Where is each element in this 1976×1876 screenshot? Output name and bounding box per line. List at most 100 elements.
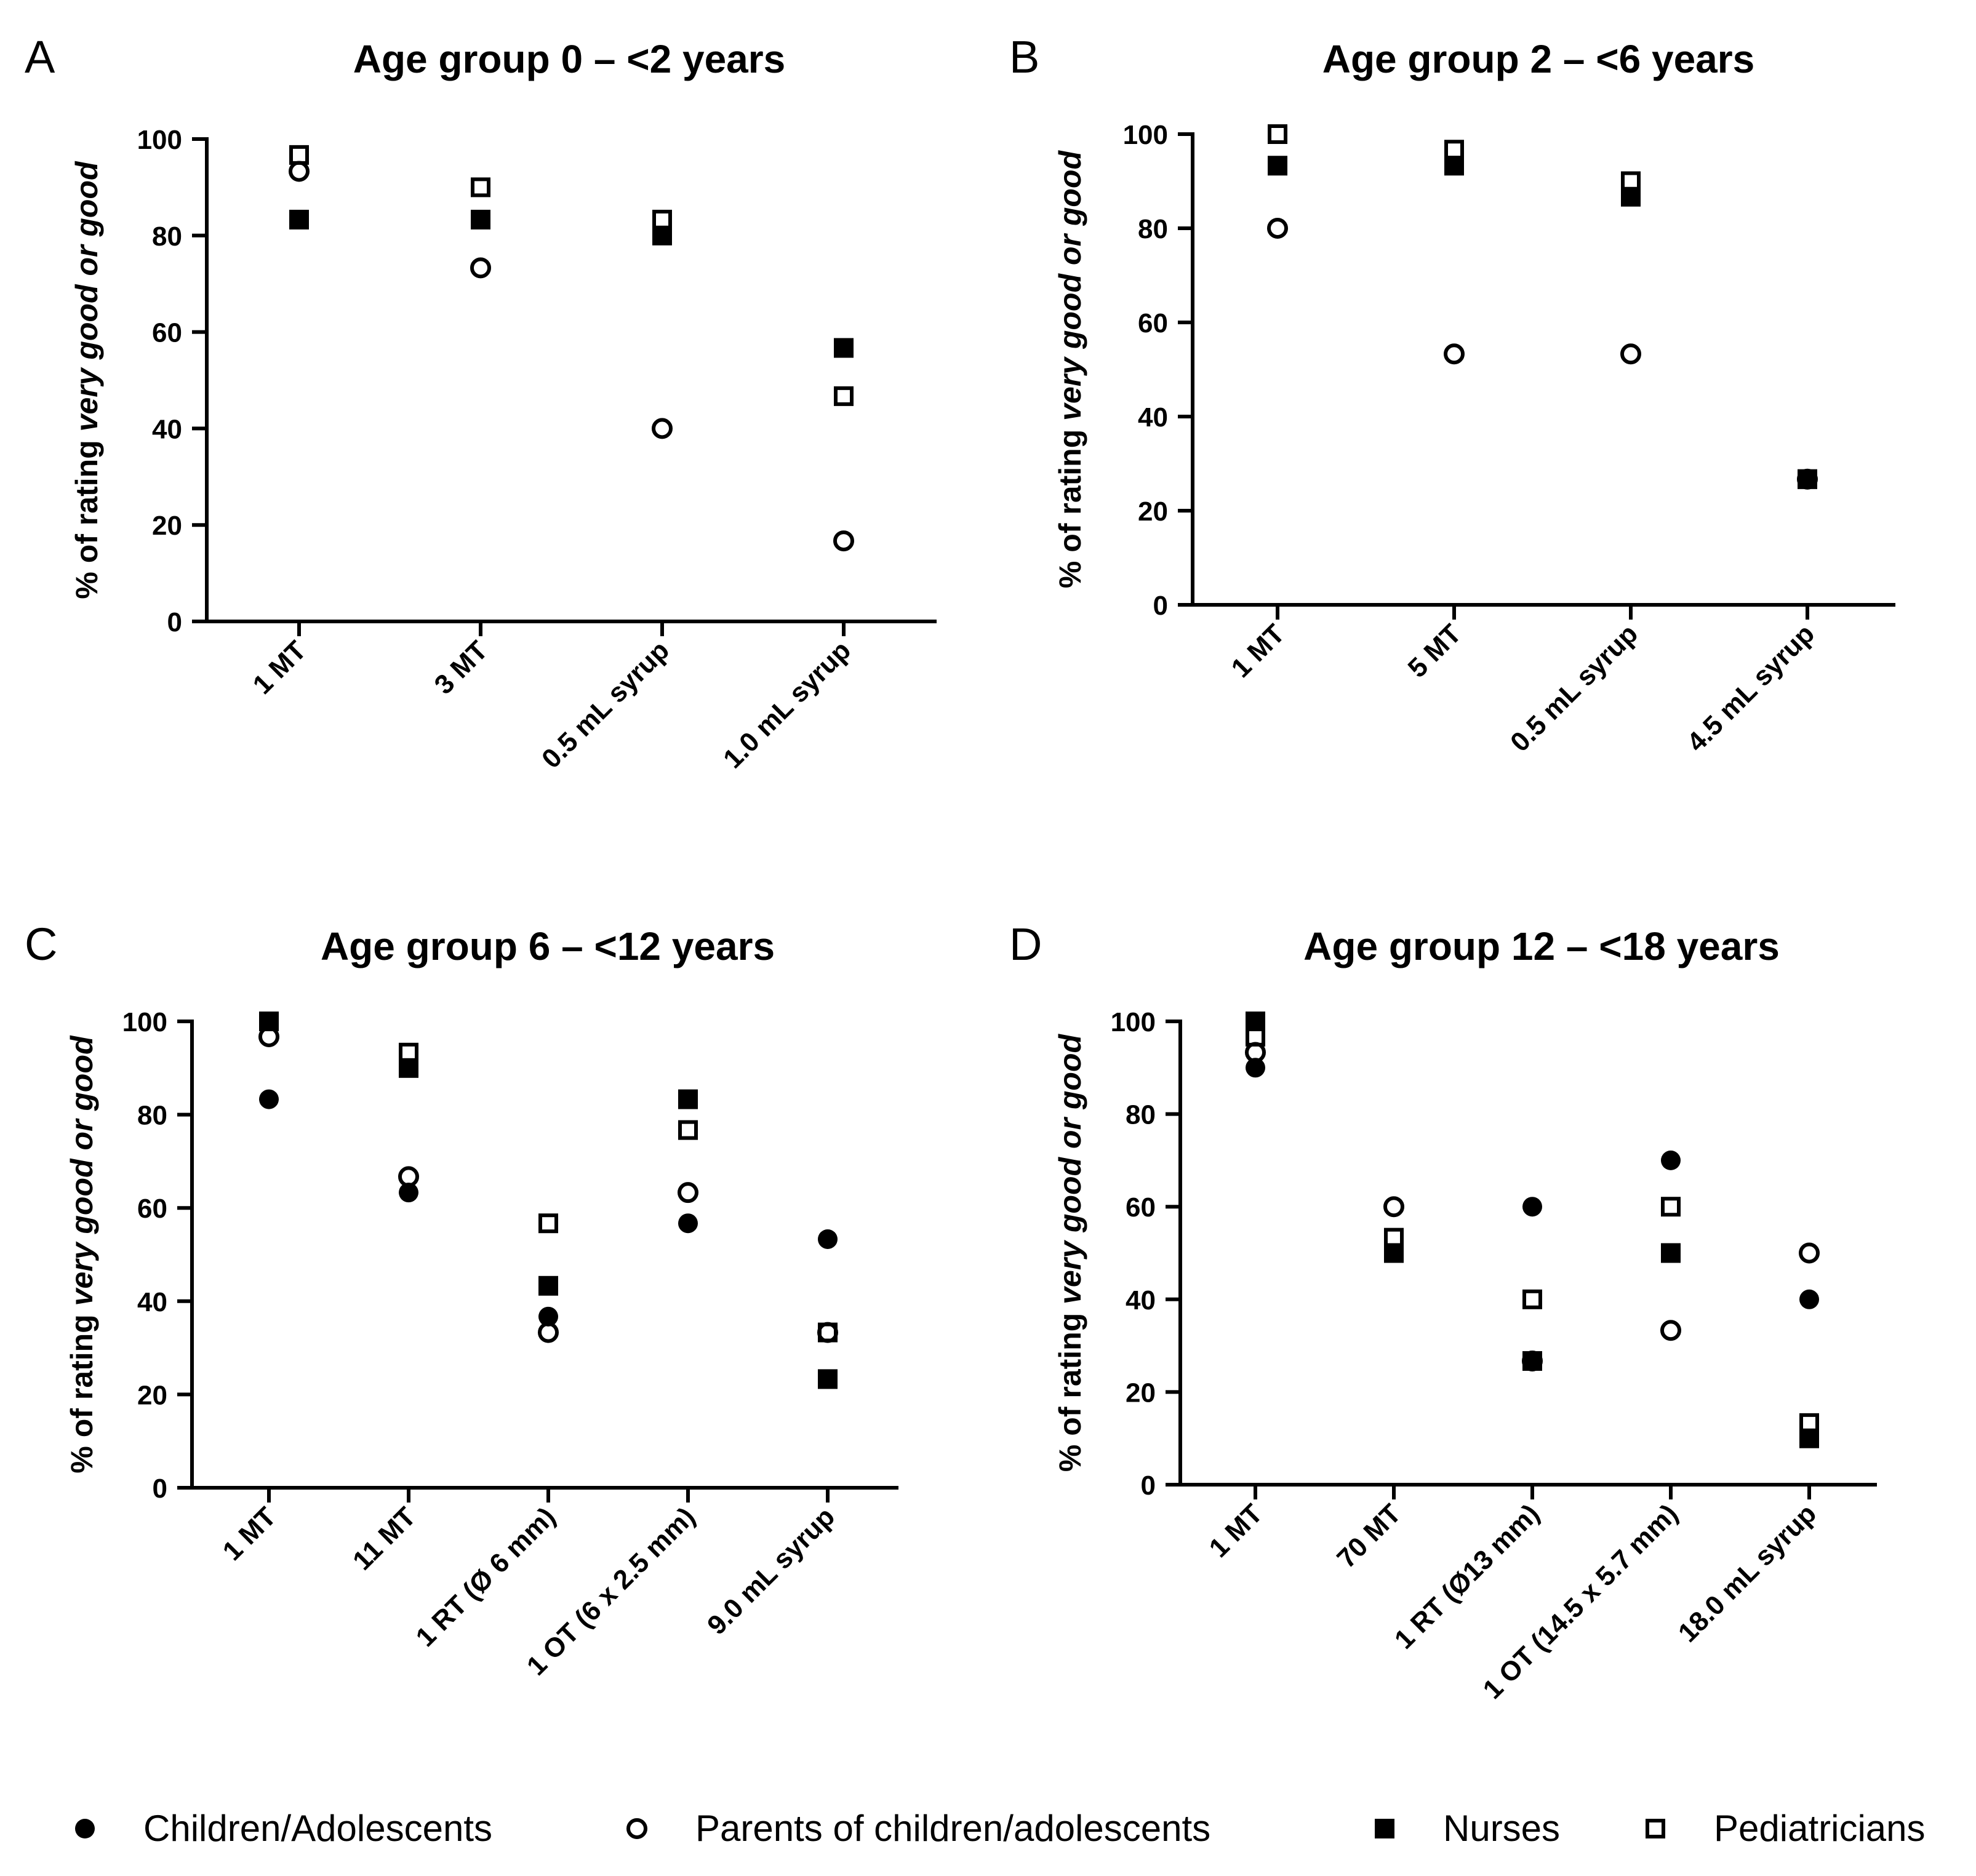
panel-title: Age group 2 – <6 years — [1322, 37, 1755, 81]
y-tick-label: 20 — [137, 1380, 167, 1410]
point-parents-of-children-adolescents-1-ot-14-5-x-5-7-mm — [1660, 1320, 1681, 1341]
x-tick-label-5-mt: 5 MT — [1402, 618, 1468, 684]
point-children-adolescents-18-0-ml-syrup — [1799, 1289, 1819, 1309]
point-children-adolescents-1-mt — [1246, 1058, 1265, 1078]
point-nurses-1-mt — [1268, 156, 1287, 176]
x-tick-label-1-mt: 1 MT — [1226, 618, 1291, 684]
point-parents-of-children-adolescents-1-mt — [258, 1026, 279, 1048]
x-tick-label-70-mt: 70 MT — [1331, 1498, 1407, 1574]
point-children-adolescents-1-ot-6-x-2-5-mm — [678, 1213, 698, 1234]
point-parents-of-children-adolescents-0-5-ml-syrup — [652, 418, 673, 439]
point-parents-of-children-adolescents-9-0-ml-syrup — [817, 1322, 838, 1343]
point-parents-of-children-adolescents-1-mt — [289, 161, 310, 182]
point-parents-of-children-adolescents-1-ot-6-x-2-5-mm — [678, 1182, 698, 1203]
point-nurses-1-mt — [1246, 1012, 1265, 1031]
point-pediatricians-5-mt — [1444, 140, 1464, 160]
point-pediatricians-1-mt — [289, 145, 309, 165]
legend-label: Nurses — [1443, 1808, 1560, 1849]
point-nurses-9-0-ml-syrup — [818, 1369, 838, 1389]
point-nurses-11-mt — [399, 1058, 418, 1078]
legend-marker-filled-circle — [75, 1819, 95, 1838]
y-axis-label: % of rating very good or good — [1053, 150, 1087, 588]
point-pediatricians-1-rt-6-mm — [538, 1213, 558, 1234]
legend-marker-open-square — [1646, 1819, 1665, 1838]
panel-title: Age group 0 – <2 years — [353, 37, 786, 81]
panel-b: B Age group 2 – <6 years % of rating very … — [1009, 31, 1895, 757]
panel-letter: A — [25, 31, 55, 82]
legend-item-children-adolescents: Children/Adolescents — [75, 1808, 492, 1849]
legend-item-parents-of-children-adolescents: Parents of children/adolescents — [626, 1808, 1210, 1849]
y-axis-label: % of rating very good or good — [70, 161, 104, 599]
point-pediatricians-3-mt — [471, 177, 490, 198]
point-children-adolescents-9-0-ml-syrup — [818, 1229, 838, 1249]
point-pediatricians-0-5-ml-syrup — [652, 209, 672, 230]
point-children-adolescents-1-mt — [259, 1089, 279, 1109]
point-parents-of-children-adolescents-3-mt — [470, 257, 491, 279]
x-tick-label-3-mt: 3 MT — [429, 635, 494, 700]
point-pediatricians-1-mt — [1268, 124, 1287, 144]
legend: Children/Adolescents Parents of children/… — [75, 1808, 1926, 1849]
y-tick-label: 80 — [152, 222, 182, 252]
point-children-adolescents-1-rt-13-mm — [1522, 1197, 1542, 1217]
point-parents-of-children-adolescents-0-5-ml-syrup — [1620, 343, 1641, 365]
point-nurses-1-mt — [289, 209, 309, 230]
x-tick-label-1-mt: 1 MT — [247, 635, 313, 700]
panel-letter: D — [1009, 919, 1042, 970]
y-tick-label: 40 — [1138, 402, 1168, 433]
y-tick-label: 100 — [122, 1007, 167, 1037]
x-tick-label-18-0-ml-syrup: 18.0 mL syrup — [1673, 1498, 1822, 1648]
y-tick-label: 0 — [1141, 1471, 1156, 1501]
panel-c: C Age group 6 – <12 years % of rating very… — [25, 919, 898, 1682]
y-tick-label: 80 — [1138, 214, 1168, 244]
x-tick-label-9-0-ml-syrup: 9.0 mL syrup — [702, 1501, 841, 1640]
x-tick-label-1-mt: 1 MT — [1204, 1498, 1269, 1563]
point-parents-of-children-adolescents-18-0-ml-syrup — [1799, 1242, 1820, 1264]
point-nurses-1-ot-6-x-2-5-mm — [678, 1089, 698, 1109]
y-tick-label: 80 — [137, 1101, 167, 1131]
point-pediatricians-1-ot-6-x-2-5-mm — [678, 1120, 698, 1140]
x-tick-label-1-0-ml-syrup: 1.0 mL syrup — [718, 635, 857, 774]
legend-label: Pediatricians — [1714, 1808, 1926, 1849]
point-nurses-3-mt — [471, 209, 490, 230]
point-children-adolescents-70-mt — [1384, 1243, 1404, 1263]
panel-a: A Age group 0 – <2 years % of rating very … — [25, 31, 937, 774]
point-nurses-1-0-ml-syrup — [834, 338, 854, 358]
panel-title: Age group 12 – <18 years — [1303, 924, 1780, 968]
point-pediatricians-1-0-ml-syrup — [834, 386, 854, 406]
x-tick-label-0-5-ml-syrup: 0.5 mL syrup — [536, 635, 675, 774]
panel-d: D Age group 12 – <18 years % of rating ver… — [1009, 919, 1877, 1705]
y-tick-label: 60 — [1138, 308, 1168, 338]
legend-marker-filled-square — [1375, 1819, 1394, 1838]
point-parents-of-children-adolescents-70-mt — [1383, 1196, 1404, 1218]
y-axis-label: % of rating very good or good — [1053, 1033, 1087, 1472]
point-nurses-1-ot-14-5-x-5-7-mm — [1661, 1243, 1681, 1263]
point-children-adolescents-1-rt-6-mm — [538, 1306, 558, 1327]
y-tick-label: 100 — [1123, 120, 1168, 150]
panel-letter: B — [1009, 31, 1039, 82]
y-tick-label: 20 — [152, 511, 182, 541]
point-parents-of-children-adolescents-4-5-ml-syrup — [1797, 468, 1818, 490]
y-tick-label: 60 — [137, 1194, 167, 1224]
y-tick-label: 20 — [1126, 1378, 1156, 1408]
x-tick-label-11-mt: 11 MT — [347, 1501, 422, 1576]
x-tick-label-0-5-ml-syrup: 0.5 mL syrup — [1505, 618, 1644, 757]
y-tick-label: 0 — [167, 607, 182, 637]
x-tick-label-1-rt-13-mm: 1 RT (Ø13 mm) — [1389, 1498, 1545, 1654]
y-tick-label: 40 — [137, 1287, 167, 1317]
y-tick-label: 100 — [137, 125, 182, 155]
point-nurses-1-rt-6-mm — [538, 1275, 558, 1296]
point-nurses-0-5-ml-syrup — [1621, 186, 1641, 207]
legend-item-nurses: Nurses — [1375, 1808, 1560, 1849]
y-axis-label: % of rating very good or good — [65, 1035, 99, 1474]
point-children-adolescents-11-mt — [399, 1183, 418, 1203]
panel-title: Age group 6 – <12 years — [321, 924, 775, 968]
legend-item-pediatricians: Pediatricians — [1646, 1808, 1926, 1849]
y-tick-label: 80 — [1126, 1100, 1156, 1130]
point-pediatricians-1-rt-13-mm — [1522, 1289, 1542, 1309]
point-parents-of-children-adolescents-5-mt — [1444, 343, 1465, 365]
point-parents-of-children-adolescents-1-rt-13-mm — [1522, 1350, 1543, 1371]
point-nurses-18-0-ml-syrup — [1799, 1428, 1819, 1448]
point-parents-of-children-adolescents-1-0-ml-syrup — [833, 530, 854, 552]
legend-marker-open-circle — [626, 1818, 647, 1839]
